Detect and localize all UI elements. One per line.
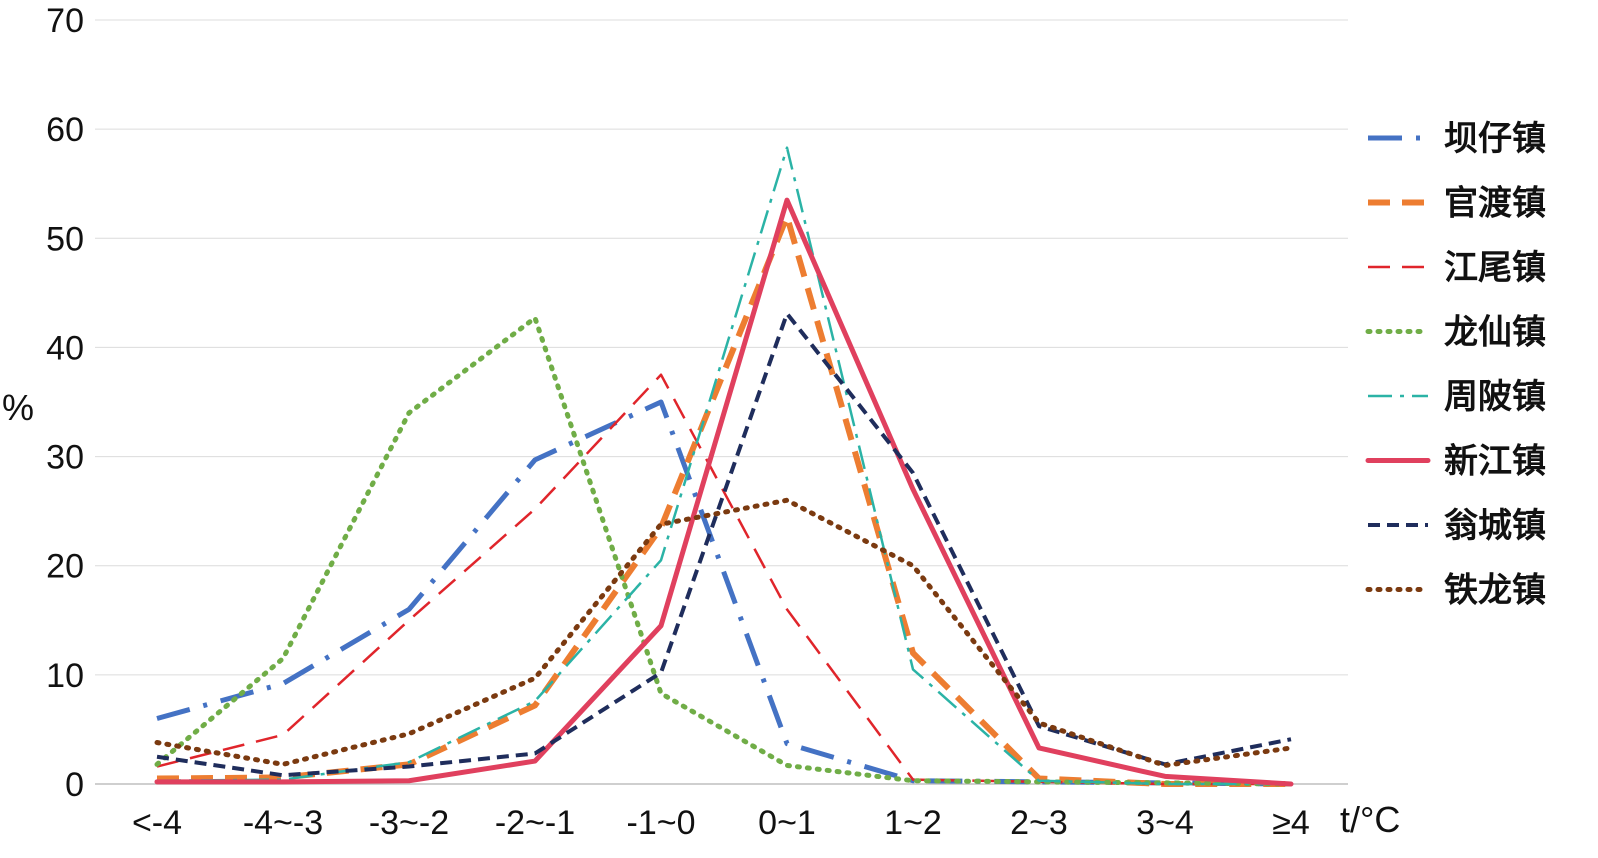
legend-label: 周陂镇 <box>1444 377 1546 417</box>
series-line <box>154 497 1294 768</box>
legend-label: 官渡镇 <box>1444 184 1546 224</box>
y-tick-label: 40 <box>46 329 84 367</box>
series-line <box>154 197 1294 787</box>
legend-label: 坝仔镇 <box>1444 119 1546 159</box>
legend-label: 翁城镇 <box>1444 506 1546 546</box>
y-axis-label: % <box>2 387 34 428</box>
series-line <box>156 399 1292 787</box>
legend-label: 新江镇 <box>1444 442 1546 482</box>
y-axis-ticks: 0 10 20 30 40 50 60 70 <box>46 2 84 804</box>
x-tick-label: -4~-3 <box>243 804 323 842</box>
legend-label: 江尾镇 <box>1444 248 1546 288</box>
x-tick-label: 2~3 <box>1010 804 1068 842</box>
y-tick-label: 10 <box>46 657 84 695</box>
x-tick-label: <-4 <box>132 804 182 842</box>
y-tick-label: 30 <box>46 439 84 477</box>
x-tick-label: 1~2 <box>884 804 942 842</box>
x-tick-label: 0~1 <box>758 804 816 842</box>
x-tick-label: 3~4 <box>1136 804 1194 842</box>
series-line <box>156 311 1292 778</box>
series-line <box>156 146 1291 786</box>
legend-label: 龙仙镇 <box>1444 313 1546 353</box>
y-tick-label: 50 <box>46 220 84 258</box>
y-tick-label: 0 <box>65 766 84 804</box>
series-line <box>156 213 1291 787</box>
x-axis-ticks: <-4 -4~-3 -3~-2 -2~-1 -1~0 0~1 1~2 2~3 3~4 ≥4 <box>132 804 1310 842</box>
y-tick-label: 20 <box>46 548 84 586</box>
series-line <box>156 373 1291 786</box>
y-tick-label: 60 <box>46 111 84 149</box>
gridlines <box>95 19 1348 785</box>
legend-label: 铁龙镇 <box>1444 571 1546 611</box>
y-tick-label: 70 <box>46 2 84 40</box>
x-axis-label: t/°C <box>1340 799 1400 840</box>
x-tick-label: -2~-1 <box>495 804 575 842</box>
x-tick-label: -1~0 <box>627 804 696 842</box>
x-tick-label: -3~-2 <box>369 804 449 842</box>
series-line <box>154 315 1294 787</box>
x-tick-label: ≥4 <box>1272 804 1310 842</box>
series-lines <box>154 146 1294 787</box>
